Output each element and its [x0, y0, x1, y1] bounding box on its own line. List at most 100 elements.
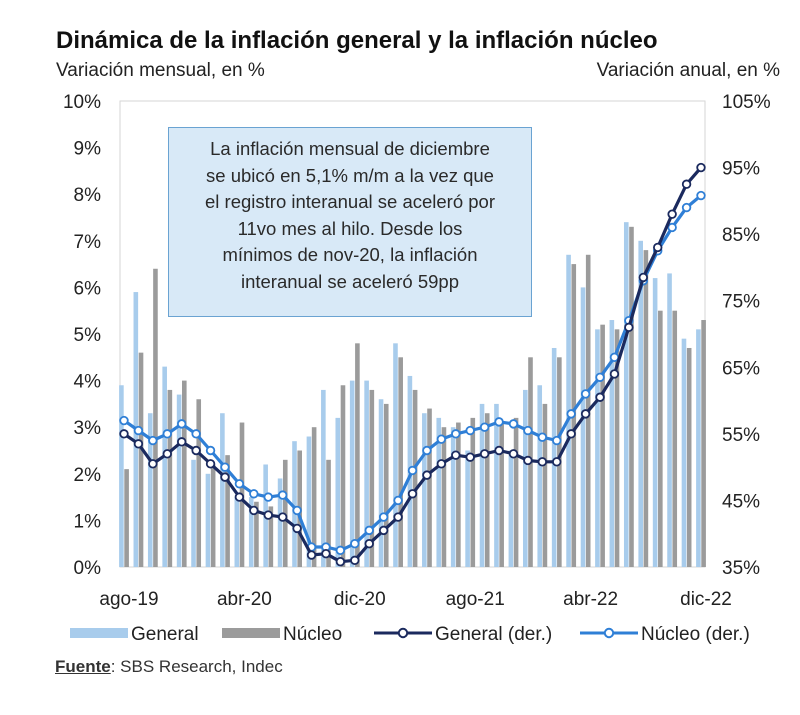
- x-tick-label: ago-19: [99, 589, 158, 610]
- bar-nucleo: [441, 427, 447, 567]
- marker-nucleo: [465, 425, 475, 436]
- bar-nucleo: [138, 352, 144, 567]
- bar-general: [162, 366, 167, 567]
- y-left-tick-label: 10%: [63, 92, 101, 113]
- marker-nucleo: [277, 490, 288, 500]
- marker-nucleo: [234, 479, 245, 489]
- marker-general: [176, 437, 187, 447]
- marker-nucleo: [609, 352, 620, 362]
- marker-general: [566, 429, 576, 439]
- bar-general: [335, 417, 341, 567]
- bar-general: [378, 399, 384, 567]
- marker-nucleo: [537, 432, 548, 442]
- marker-general: [407, 489, 418, 499]
- bar-nucleo: [340, 385, 346, 567]
- bar-nucleo: [470, 417, 476, 567]
- marker-general: [638, 272, 648, 283]
- marker-nucleo: [696, 190, 706, 201]
- bar-general: [652, 278, 658, 567]
- y-right-tick-label: 95%: [722, 159, 760, 180]
- marker-general: [580, 409, 591, 419]
- marker-general: [465, 452, 475, 462]
- marker-nucleo: [552, 435, 562, 446]
- marker-nucleo: [148, 435, 158, 446]
- bar-general: [508, 450, 514, 567]
- bar-nucleo: [196, 399, 202, 567]
- legend-marker-3: [603, 627, 615, 639]
- bar-nucleo: [412, 389, 418, 567]
- chart-title: Dinámica de la inflación general y la in…: [56, 27, 658, 54]
- marker-nucleo: [364, 525, 374, 536]
- bar-general: [306, 436, 312, 567]
- bar-nucleo: [427, 408, 432, 567]
- marker-general: [205, 459, 216, 469]
- bar-general: [436, 417, 442, 567]
- annotation-line: interanual se aceleró 59pp: [240, 270, 460, 292]
- marker-nucleo: [494, 417, 504, 427]
- legend-marker-2: [397, 627, 409, 639]
- marker-nucleo: [681, 202, 692, 213]
- marker-nucleo: [335, 545, 346, 556]
- bar-general: [321, 389, 326, 567]
- bar-general: [292, 441, 297, 567]
- bar-nucleo: [124, 469, 129, 567]
- marker-nucleo: [191, 429, 201, 439]
- bar-general: [119, 385, 124, 567]
- bar-nucleo: [268, 506, 274, 567]
- bar-general: [277, 478, 283, 567]
- marker-general: [393, 512, 403, 522]
- bar-nucleo: [311, 427, 317, 567]
- marker-general: [479, 449, 490, 459]
- x-tick-label: abr-22: [563, 589, 618, 610]
- marker-general: [234, 492, 245, 502]
- marker-nucleo: [566, 409, 576, 419]
- y-right-tick-label: 35%: [722, 558, 760, 579]
- bar-nucleo: [701, 320, 706, 567]
- bar-nucleo: [398, 357, 403, 567]
- marker-nucleo: [667, 222, 677, 233]
- marker-general: [667, 209, 677, 219]
- marker-general: [306, 550, 317, 560]
- marker-nucleo: [133, 425, 144, 436]
- marker-nucleo: [422, 445, 432, 456]
- bar-nucleo: [542, 403, 548, 567]
- marker-nucleo: [263, 492, 273, 502]
- bar-general: [681, 338, 687, 567]
- bar-general: [696, 329, 701, 567]
- bar-general: [422, 413, 427, 567]
- marker-general: [609, 369, 620, 379]
- marker-general: [350, 555, 360, 566]
- bar-nucleo: [456, 422, 461, 567]
- bar-nucleo: [658, 310, 663, 567]
- marker-general: [494, 445, 504, 456]
- legend-label: Núcleo (der.): [641, 624, 750, 645]
- y-right-tick-label: 45%: [722, 491, 760, 512]
- marker-general: [451, 450, 461, 460]
- marker-general: [422, 470, 432, 480]
- bar-general: [667, 273, 672, 567]
- legend-label: Núcleo: [283, 624, 342, 645]
- bar-nucleo: [614, 329, 620, 567]
- source-note: Fuente: SBS Research, Indec: [55, 657, 283, 677]
- y-left-tick-label: 2%: [74, 465, 102, 486]
- bar-general: [205, 473, 211, 567]
- marker-general: [335, 556, 346, 567]
- y-right-tick-label: 85%: [722, 225, 760, 246]
- bar-general: [191, 459, 196, 567]
- marker-general: [552, 457, 562, 467]
- marker-nucleo: [393, 495, 403, 506]
- marker-nucleo: [205, 445, 216, 456]
- bar-nucleo: [225, 455, 230, 567]
- bar-nucleo: [167, 389, 173, 567]
- marker-general: [523, 455, 533, 466]
- marker-nucleo: [580, 389, 591, 399]
- marker-general: [220, 472, 230, 482]
- marker-nucleo: [220, 462, 230, 472]
- y-left-tick-label: 5%: [74, 325, 102, 346]
- marker-general: [249, 505, 259, 516]
- marker-general: [508, 449, 519, 459]
- marker-general: [595, 392, 605, 402]
- bar-general: [479, 403, 485, 567]
- bar-general: [147, 413, 153, 567]
- annotation-line: 11vo mes al hilo. Desde los: [237, 217, 463, 239]
